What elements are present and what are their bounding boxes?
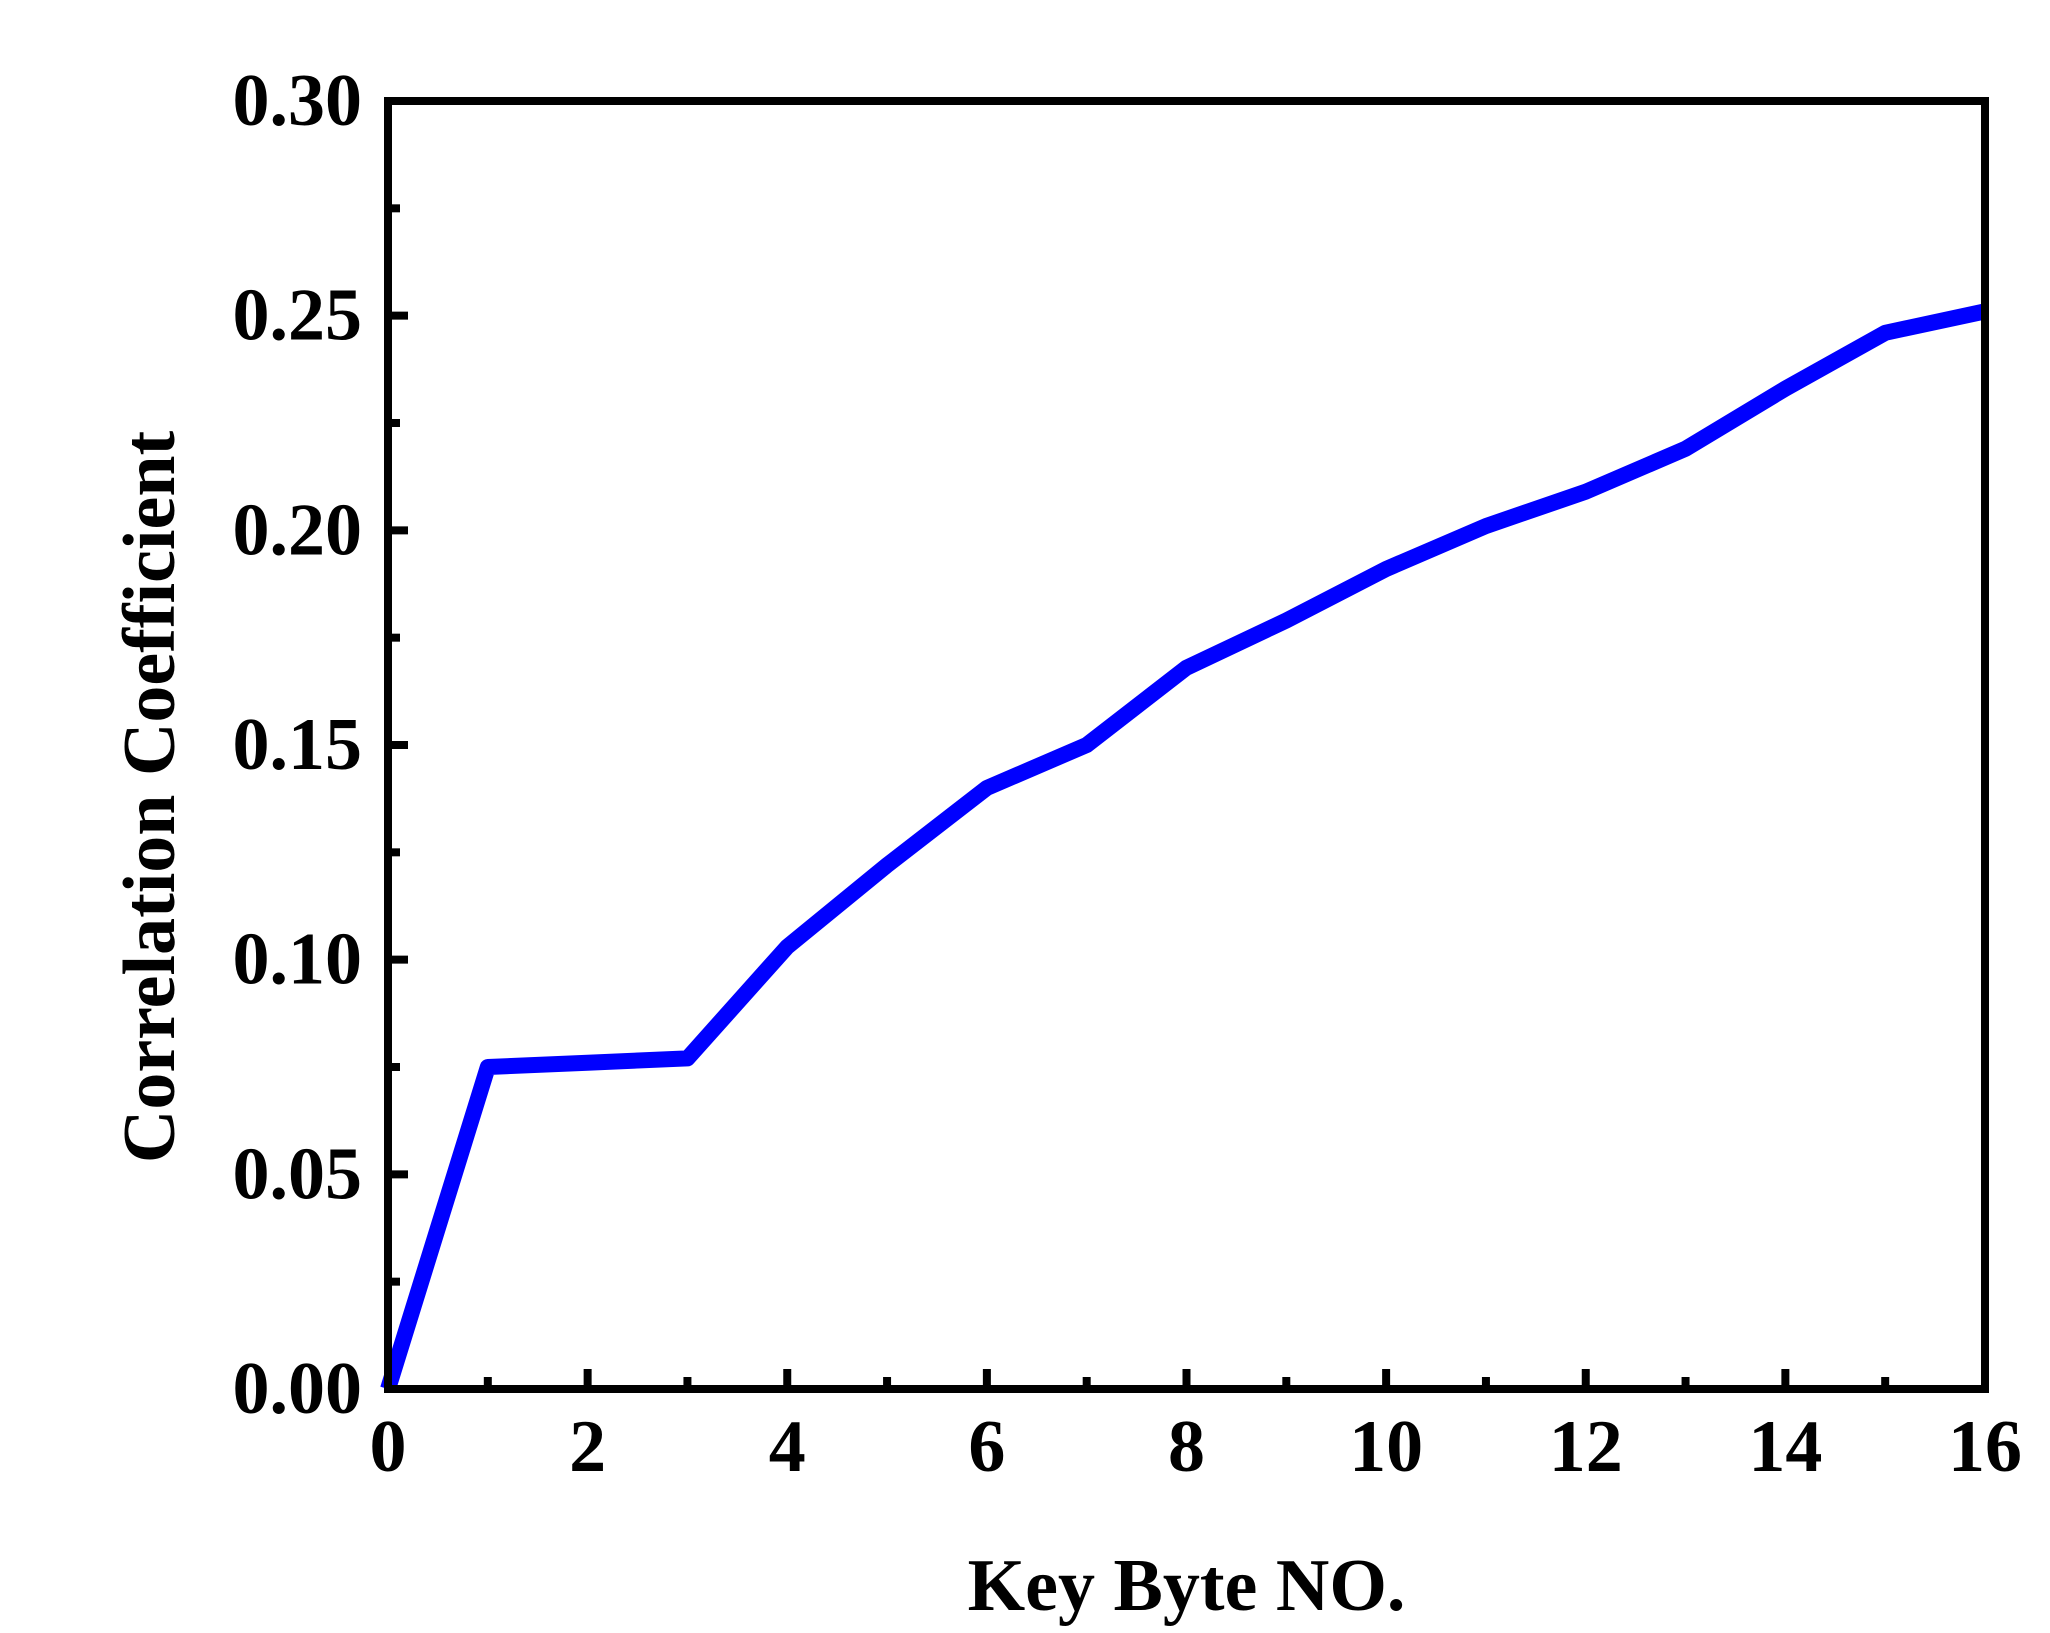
y-tick-label: 0.30 (233, 60, 363, 142)
x-tick-label: 14 (1748, 1406, 1822, 1488)
y-tick-label: 0.05 (233, 1133, 363, 1215)
axis-ticks (384, 97, 1989, 1393)
x-tick-label: 6 (968, 1406, 1005, 1488)
y-tick-label: 0.15 (233, 704, 363, 786)
x-tick-label: 12 (1549, 1406, 1623, 1488)
y-tick-label: 0.20 (233, 489, 363, 571)
plot-frame (384, 97, 1989, 1393)
y-axis-title: Correlation Coefficient (109, 431, 191, 1164)
x-tick-label: 8 (1168, 1406, 1205, 1488)
series-layer (380, 303, 1987, 1392)
x-tick-label: 4 (769, 1406, 806, 1488)
y-tick-label: 0.25 (233, 275, 363, 357)
y-tick-labels: 0.00 0.05 0.10 0.15 0.20 0.25 0.30 (233, 60, 363, 1430)
x-tick-label: 10 (1349, 1406, 1423, 1488)
x-tick-label: 2 (569, 1406, 606, 1488)
x-tick-label: 16 (1948, 1406, 2022, 1488)
y-tick-label: 0.00 (233, 1348, 363, 1430)
x-axis-title: Key Byte NO. (968, 1545, 1406, 1627)
x-tick-label: 0 (370, 1406, 407, 1488)
x-tick-labels: 0 2 4 6 8 10 12 14 16 (370, 1406, 2023, 1488)
y-tick-label: 0.10 (233, 919, 363, 1001)
series-line-1 (380, 303, 1987, 1392)
